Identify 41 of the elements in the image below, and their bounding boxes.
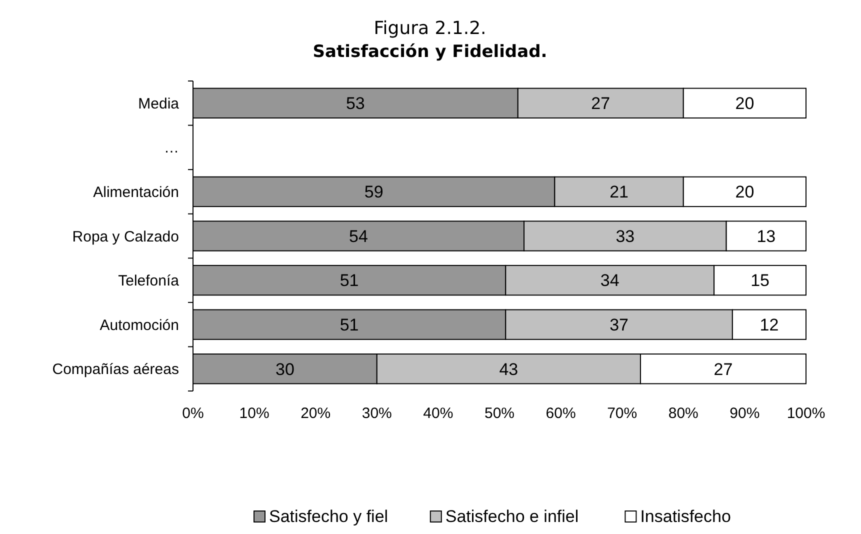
- data-label: 43: [499, 360, 518, 379]
- x-tick-label: 100%: [786, 405, 826, 422]
- y-tick-label: …: [164, 140, 179, 157]
- data-label: 51: [340, 316, 359, 335]
- chart-title: Figura 2.1.2.: [374, 18, 486, 39]
- data-label: 33: [616, 226, 635, 246]
- y-tick-label: Ropa y Calzado: [72, 228, 179, 246]
- data-label: 15: [750, 271, 770, 290]
- chart-subtitle: Satisfacción y Fidelidad.: [312, 42, 548, 62]
- data-label: 12: [760, 316, 779, 335]
- x-tick-label: 20%: [300, 405, 331, 422]
- x-tick-label: 70%: [607, 405, 638, 422]
- x-tick-label: 80%: [668, 405, 698, 422]
- y-tick-label: Compañías aéreas: [52, 361, 179, 378]
- y-tick-label: Alimentación: [93, 184, 179, 201]
- data-label: 37: [610, 316, 628, 335]
- legend-label: Satisfecho y fiel: [269, 507, 388, 526]
- legend-label: Insatisfecho: [640, 507, 731, 526]
- data-label: 27: [591, 94, 610, 114]
- data-label: 13: [756, 226, 776, 246]
- data-label: 20: [735, 182, 754, 202]
- x-tick-label: 60%: [546, 405, 576, 422]
- data-label: 53: [346, 94, 365, 114]
- x-tick-label: 90%: [730, 405, 760, 422]
- data-label: 59: [364, 182, 384, 202]
- x-tick-label: 40%: [423, 405, 454, 422]
- x-tick-label: 10%: [239, 405, 270, 422]
- y-tick-label: Media: [138, 95, 180, 112]
- data-label: 34: [600, 271, 620, 290]
- data-label: 20: [735, 94, 754, 114]
- legend-label: Satisfecho e infiel: [445, 507, 579, 526]
- data-label: 54: [349, 226, 368, 246]
- y-tick-label: Automoción: [100, 316, 179, 334]
- data-label: 21: [610, 182, 628, 202]
- data-label: 27: [714, 360, 733, 379]
- x-tick-label: 30%: [362, 405, 392, 422]
- data-label: 51: [340, 271, 359, 290]
- x-tick-label: 0%: [182, 405, 204, 422]
- x-tick-label: 50%: [484, 405, 515, 422]
- y-tick-label: Telefonía: [118, 272, 180, 290]
- data-label: 30: [275, 360, 294, 379]
